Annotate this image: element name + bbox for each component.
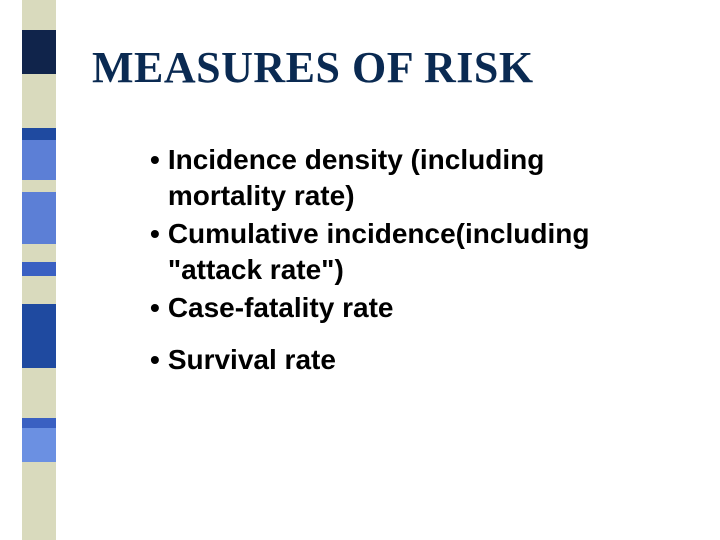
sidebar-block <box>22 276 56 304</box>
slide: MEASURES OF RISK •Incidence density (inc… <box>0 0 720 540</box>
list-gap <box>150 328 650 342</box>
bullet-text: Case-fatality rate <box>168 290 394 326</box>
sidebar-block <box>22 128 56 140</box>
sidebar-block <box>22 368 56 418</box>
sidebar-block <box>22 180 56 192</box>
sidebar-block <box>22 0 56 30</box>
sidebar-block <box>22 74 56 128</box>
bullet-marker: • <box>150 290 160 326</box>
list-item: •Incidence density (including mortality … <box>150 142 650 214</box>
sidebar-block <box>22 418 56 428</box>
list-item: •Case-fatality rate <box>150 290 650 326</box>
sidebar-block <box>22 304 56 368</box>
sidebar-block <box>22 262 56 276</box>
list-item: •Cumulative incidence(including "attack … <box>150 216 650 288</box>
bullet-text: Cumulative incidence(including "attack r… <box>168 216 650 288</box>
sidebar-block <box>22 428 56 462</box>
bullet-marker: • <box>150 142 160 178</box>
sidebar-block <box>22 462 56 540</box>
bullet-text: Survival rate <box>168 342 336 378</box>
sidebar-block <box>22 140 56 180</box>
bullet-text: Incidence density (including mortality r… <box>168 142 650 214</box>
sidebar-block <box>22 192 56 244</box>
bullet-list: •Incidence density (including mortality … <box>150 142 650 380</box>
slide-title: MEASURES OF RISK <box>92 42 534 93</box>
bullet-marker: • <box>150 342 160 378</box>
bullet-marker: • <box>150 216 160 252</box>
decorative-sidebar <box>22 0 56 540</box>
sidebar-block <box>22 244 56 262</box>
list-item: •Survival rate <box>150 342 650 378</box>
sidebar-block <box>22 30 56 74</box>
